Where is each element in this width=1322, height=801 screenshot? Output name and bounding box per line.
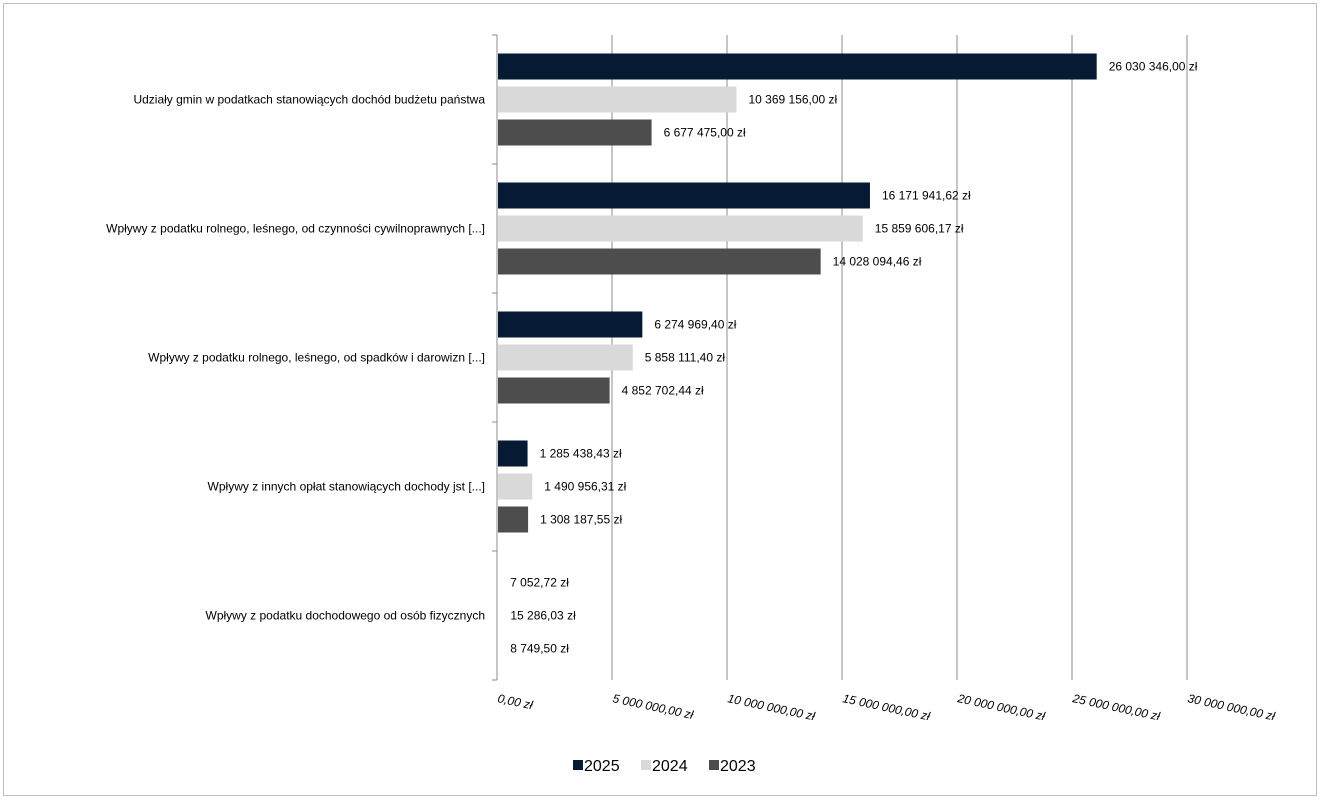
bar-2023: [498, 119, 652, 146]
bar-2024: [498, 473, 533, 500]
legend-label-2025: 2025: [584, 758, 620, 775]
category-label: Udziały gmin w podatkach stanowiących do…: [133, 93, 485, 107]
category-label: Wpływy z podatku rolnego, leśnego, od sp…: [148, 351, 485, 365]
bar-2023: [498, 506, 529, 533]
value-label: 15 286,03 zł: [510, 609, 576, 623]
bar-2025: [498, 182, 870, 209]
bar-2023: [498, 248, 821, 275]
x-tick-label: 15 000 000,00 zł: [841, 691, 931, 723]
bar-2024: [498, 344, 633, 371]
bar-2024: [498, 215, 863, 242]
value-label: 6 274 969,40 zł: [654, 318, 736, 332]
chart-frame: [3, 3, 1317, 796]
category-label: Wpływy z podatku dochodowego od osób fiz…: [206, 609, 486, 623]
value-label: 8 749,50 zł: [510, 642, 569, 656]
bar-2025: [498, 53, 1097, 80]
value-label: 14 028 094,46 zł: [833, 255, 922, 269]
legend-label-2024: 2024: [652, 758, 688, 775]
legend-label-2023: 2023: [720, 758, 756, 775]
bar-2025: [498, 311, 643, 338]
x-tick-label: 10 000 000,00 zł: [726, 691, 816, 723]
category-label: Wpływy z innych opłat stanowiących docho…: [208, 480, 485, 494]
value-label: 1 308 187,55 zł: [540, 513, 622, 527]
x-tick-label: 20 000 000,00 zł: [955, 691, 1046, 723]
legend-swatch-2024: [641, 760, 651, 770]
x-tick-label: 5 000 000,00 zł: [611, 691, 695, 722]
x-tick-label: 30 000 000,00 zł: [1186, 691, 1276, 723]
value-label: 1 490 956,31 zł: [544, 480, 626, 494]
category-label: Wpływy z podatku rolnego, leśnego, od cz…: [106, 222, 485, 236]
x-tick-label: 25 000 000,00 zł: [1070, 691, 1161, 723]
value-label: 6 677 475,00 zł: [664, 126, 746, 140]
value-label: 1 285 438,43 zł: [540, 447, 622, 461]
bar-2024: [498, 86, 737, 113]
bar-2025: [498, 440, 528, 467]
x-tick-label: 0,00 zł: [496, 691, 534, 712]
value-label: 5 858 111,40 zł: [645, 351, 726, 365]
legend-swatch-2023: [709, 760, 719, 770]
value-label: 15 859 606,17 zł: [875, 222, 964, 236]
bar-2023: [498, 377, 610, 404]
value-label: 10 369 156,00 zł: [748, 93, 837, 107]
value-label: 7 052,72 zł: [510, 576, 569, 590]
value-label: 26 030 346,00 zł: [1109, 60, 1198, 74]
value-label: 16 171 941,62 zł: [882, 189, 971, 203]
legend-swatch-2025: [573, 760, 583, 770]
value-label: 4 852 702,44 zł: [622, 384, 704, 398]
